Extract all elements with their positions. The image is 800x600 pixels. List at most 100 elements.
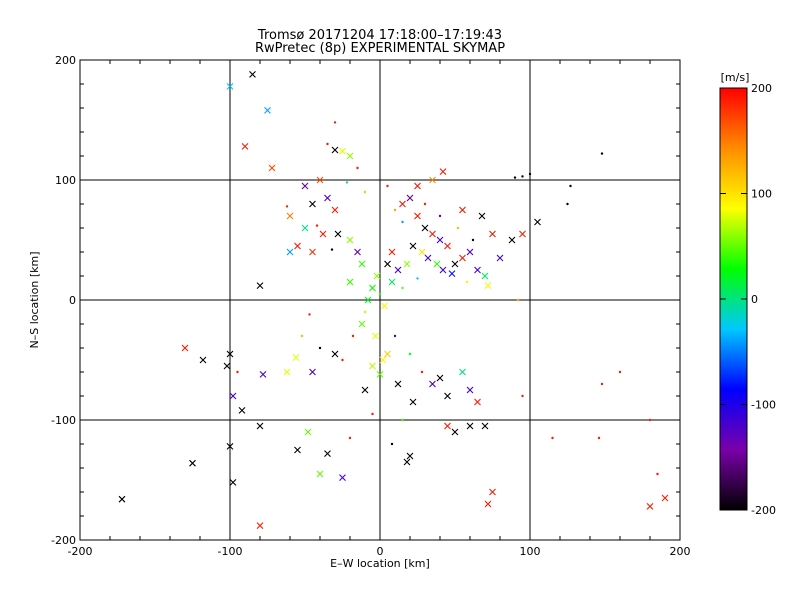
data-point-cross — [444, 422, 451, 430]
data-point-cross — [409, 398, 417, 406]
data-point-cross — [331, 206, 339, 214]
data-point-cross — [381, 302, 388, 310]
data-point-cross — [316, 470, 324, 478]
data-point-cross — [484, 282, 492, 289]
data-point-cross — [429, 176, 436, 184]
data-point-dot — [393, 208, 397, 212]
data-point-cross — [439, 266, 447, 274]
data-point-cross — [316, 176, 324, 184]
data-point-dot — [341, 358, 344, 362]
data-point-cross — [309, 248, 316, 256]
data-point-dot — [569, 184, 572, 188]
data-point-dot — [348, 436, 352, 440]
y-tick-label: 200 — [55, 54, 76, 67]
data-point-cross — [448, 270, 456, 277]
data-point-cross — [459, 206, 466, 214]
data-point-cross — [646, 503, 654, 510]
data-point-cross — [384, 260, 391, 268]
y-tick-label: 0 — [69, 294, 76, 307]
data-point-cross — [226, 350, 234, 358]
data-point-dot — [521, 394, 524, 398]
data-point-cross — [259, 371, 267, 378]
data-point-dot — [456, 226, 460, 230]
x-axis-label: E–W location [km] — [330, 557, 430, 570]
data-point-cross — [474, 266, 481, 274]
data-point-cross — [331, 146, 339, 154]
data-point-cross — [268, 164, 276, 172]
data-point-cross — [229, 479, 237, 486]
data-point-cross — [429, 230, 436, 238]
data-point-dot — [371, 412, 374, 416]
data-point-dot — [330, 248, 334, 251]
data-point-dot — [363, 190, 367, 194]
data-point-cross — [424, 254, 432, 262]
data-point-cross — [388, 278, 396, 286]
colorbar-tick-label: 100 — [751, 188, 772, 201]
data-point-cross — [334, 230, 342, 238]
data-point-cross — [256, 422, 264, 430]
colorbar-ticks: 200 100 0 -100 -200 — [720, 82, 776, 517]
data-point-cross — [223, 362, 231, 370]
x-tick-label: 100 — [520, 545, 541, 558]
data-point-cross — [508, 236, 516, 244]
data-point-cross — [429, 380, 436, 388]
data-point-cross — [406, 194, 414, 202]
data-point-dot — [566, 202, 569, 206]
data-point-cross — [444, 392, 451, 400]
data-point-cross — [304, 428, 312, 436]
data-point-cross — [358, 320, 366, 328]
x-tick-label: -100 — [218, 545, 243, 558]
data-point-cross — [264, 107, 271, 114]
data-point-cross — [358, 260, 366, 268]
data-point-cross — [364, 296, 372, 304]
data-point-cross — [519, 230, 526, 238]
data-point-dot — [416, 277, 419, 280]
y-tick-label: -200 — [51, 534, 76, 547]
data-point-dot — [308, 313, 311, 316]
data-point-cross — [292, 354, 300, 361]
x-tick-label: 200 — [670, 545, 691, 558]
data-point-dot — [551, 436, 554, 440]
data-point-dot — [315, 224, 319, 227]
data-point-cross — [361, 386, 369, 394]
data-point-cross — [118, 495, 126, 503]
data-point-dot — [600, 382, 604, 386]
data-point-cross — [414, 212, 421, 220]
data-point-cross — [256, 282, 264, 289]
plot-grid — [80, 60, 680, 540]
data-point-cross — [339, 474, 346, 481]
data-point-cross — [226, 443, 234, 450]
data-point-dot — [345, 181, 349, 184]
data-point-dot — [438, 214, 442, 218]
data-point-dot — [401, 286, 404, 290]
y-axis-ticks: -200 -100 0 100 200 — [51, 54, 680, 547]
data-point-cross — [373, 272, 381, 280]
data-point-dot — [618, 370, 622, 374]
data-point-dot — [390, 442, 394, 446]
data-point-dot — [386, 184, 389, 188]
data-point-cross — [478, 212, 486, 220]
data-point-cross — [369, 284, 376, 292]
data-point-cross — [414, 182, 421, 190]
data-point-cross — [384, 350, 391, 358]
data-point-cross — [418, 248, 426, 256]
data-point-cross — [459, 368, 466, 376]
data-point-cross — [346, 236, 354, 244]
data-point-dot — [401, 418, 404, 422]
data-point-cross — [403, 458, 411, 466]
data-point-cross — [309, 368, 316, 376]
data-point-dot — [600, 152, 604, 155]
x-tick-label: 0 — [377, 545, 384, 558]
data-point-cross — [324, 194, 331, 202]
data-point-cross — [294, 242, 301, 250]
data-point-dot — [393, 334, 397, 338]
data-point-cross — [199, 356, 207, 364]
data-point-dot — [333, 121, 337, 124]
data-point-dot — [326, 142, 329, 146]
data-point-cross — [346, 152, 354, 160]
data-point-dot — [401, 220, 404, 224]
data-point-cross — [481, 272, 489, 280]
colorbar-tick-label: 200 — [751, 82, 772, 95]
data-point-dot — [356, 166, 359, 170]
